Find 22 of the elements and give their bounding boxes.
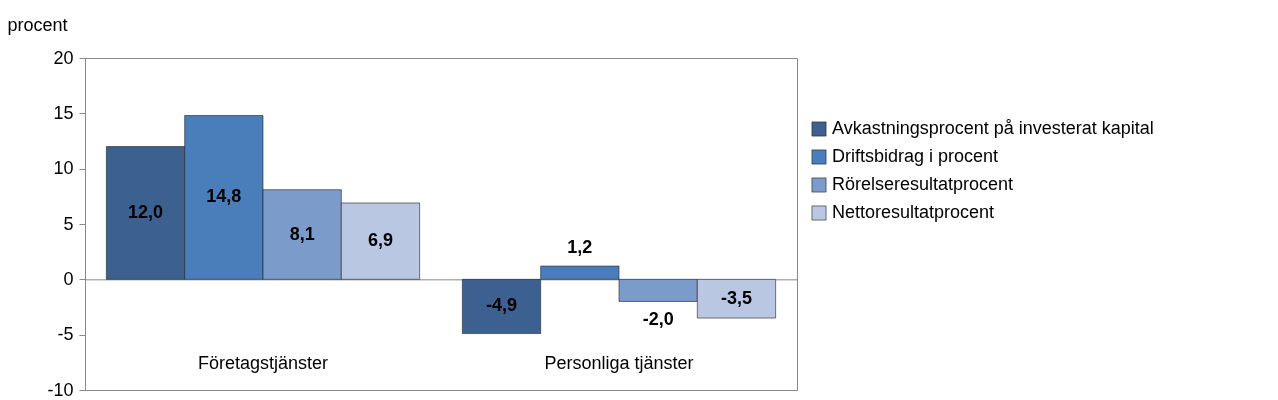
data-label: 12,0	[128, 201, 164, 222]
data-label: 14,8	[206, 186, 242, 207]
data-label: 1,2	[567, 237, 593, 258]
y-tick-label: 5	[63, 213, 74, 234]
x-tick-label: Personliga tjänster	[544, 352, 694, 373]
data-label: -3,5	[720, 287, 752, 308]
y-tick-label: 15	[53, 102, 74, 123]
y-tick-label: -10	[47, 379, 74, 400]
legend-label: Driftsbidrag i procent	[832, 146, 999, 166]
x-tick-label: Företagstjänster	[197, 352, 329, 373]
data-label: -4,9	[486, 295, 518, 316]
y-tick-label: -5	[57, 324, 74, 345]
data-label: 8,1	[289, 223, 315, 244]
legend-label: Avkastningsprocent på investerat kapital	[832, 118, 1154, 138]
data-label: 6,9	[367, 230, 393, 251]
y-axis-title: procent	[7, 14, 68, 35]
data-label: -2,0	[642, 309, 674, 330]
y-tick-label: 10	[53, 158, 74, 179]
y-tick-label: 20	[53, 47, 74, 68]
y-tick-label: 0	[63, 268, 74, 289]
legend-label: Nettoresultatprocent	[832, 202, 995, 222]
legend-label: Rörelseresultatprocent	[832, 174, 1014, 194]
